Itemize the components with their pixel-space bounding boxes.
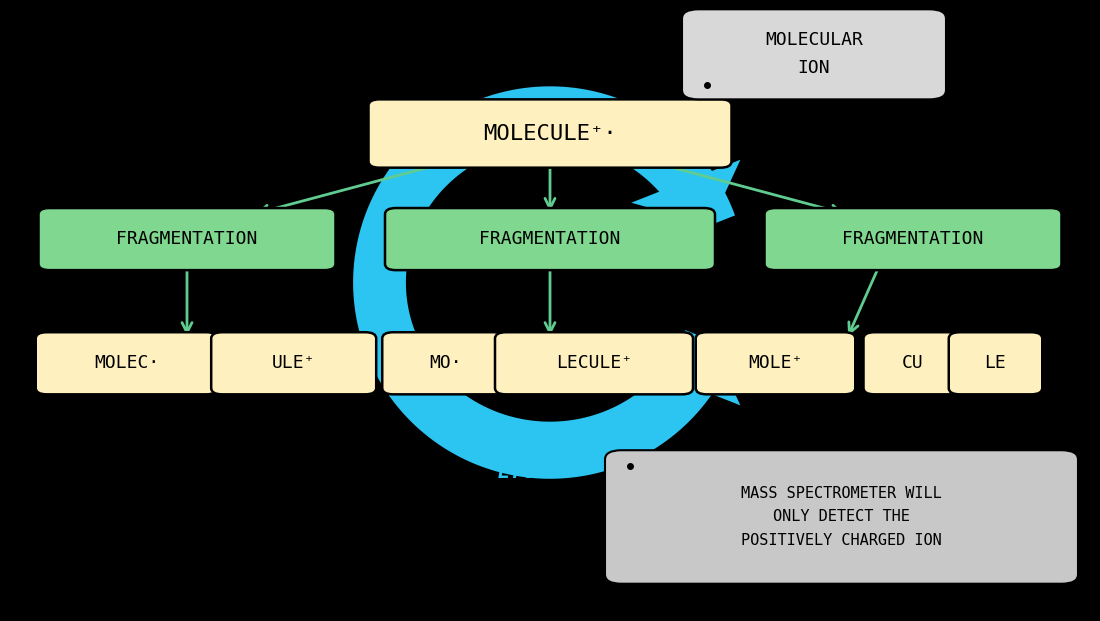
FancyBboxPatch shape [39, 208, 336, 270]
Polygon shape [353, 86, 735, 479]
FancyBboxPatch shape [695, 332, 856, 394]
FancyBboxPatch shape [495, 332, 693, 394]
Text: MOLECULAR
ION: MOLECULAR ION [766, 32, 862, 77]
Text: MO⋅: MO⋅ [429, 355, 462, 372]
Text: MOLECULE⁺⋅: MOLECULE⁺⋅ [483, 124, 617, 143]
Text: FRAGMENTATION: FRAGMENTATION [117, 230, 257, 248]
Text: ETC: ETC [498, 462, 536, 482]
FancyBboxPatch shape [948, 332, 1043, 394]
FancyBboxPatch shape [385, 208, 715, 270]
FancyBboxPatch shape [383, 332, 508, 394]
Text: MOLE⁺: MOLE⁺ [748, 355, 803, 372]
FancyBboxPatch shape [36, 332, 217, 394]
Text: FRAGMENTATION: FRAGMENTATION [480, 230, 620, 248]
Text: ULE⁺: ULE⁺ [272, 355, 316, 372]
Text: LE: LE [984, 355, 1006, 372]
Text: MOLEC⋅: MOLEC⋅ [94, 355, 160, 372]
FancyBboxPatch shape [764, 208, 1062, 270]
FancyBboxPatch shape [211, 332, 376, 394]
Text: LECULE⁺: LECULE⁺ [556, 355, 632, 372]
FancyBboxPatch shape [682, 9, 946, 99]
FancyBboxPatch shape [605, 450, 1078, 584]
Polygon shape [631, 160, 740, 225]
Text: CU: CU [902, 355, 924, 372]
Polygon shape [631, 340, 740, 406]
FancyBboxPatch shape [864, 332, 962, 394]
Text: FRAGMENTATION: FRAGMENTATION [843, 230, 983, 248]
Text: MASS SPECTROMETER WILL
ONLY DETECT THE
POSITIVELY CHARGED ION: MASS SPECTROMETER WILL ONLY DETECT THE P… [741, 486, 942, 548]
FancyBboxPatch shape [368, 99, 732, 168]
